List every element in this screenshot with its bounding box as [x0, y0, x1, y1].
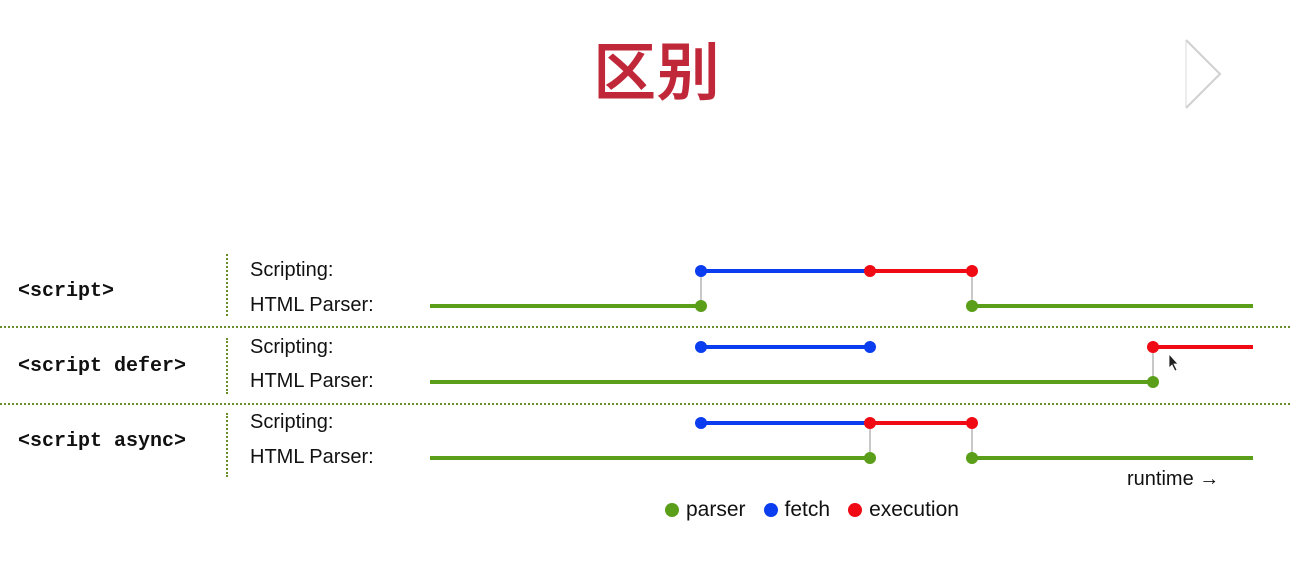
parser-dot [695, 300, 707, 312]
vertical-separator-2 [226, 338, 228, 394]
vertical-separator-1 [226, 254, 228, 316]
runtime-axis-label: runtime → [1127, 468, 1220, 490]
legend-item-parser: parser [665, 498, 746, 522]
fetch-legend-dot-icon [763, 503, 778, 517]
legend: parser fetch execution [665, 498, 977, 522]
vertical-separator-3 [226, 413, 228, 477]
scripting-label-defer: Scripting: [250, 336, 334, 358]
legend-label-parser: parser [686, 498, 746, 521]
legend-item-fetch: fetch [763, 498, 831, 522]
execution-dot [966, 417, 978, 429]
scripting-label-script: Scripting: [250, 259, 334, 281]
parser-dot [966, 452, 978, 464]
legend-item-execution: execution [848, 498, 959, 522]
parser-dot [864, 452, 876, 464]
parser-dot [966, 300, 978, 312]
timeline-row-script [430, 265, 1253, 312]
tag-script: <script> [18, 280, 115, 303]
tag-script-async: <script async> [18, 430, 187, 453]
row-divider-1 [0, 326, 1290, 328]
row-divider-2 [0, 403, 1290, 405]
fetch-dot [864, 341, 876, 353]
parser-legend-dot-icon [665, 503, 679, 517]
execution-dot [864, 417, 876, 429]
execution-dot [966, 265, 978, 277]
execution-dot [864, 265, 876, 277]
tag-script-defer: <script defer> [18, 355, 187, 378]
scripting-label-async: Scripting: [250, 411, 334, 433]
fetch-dot [695, 341, 707, 353]
legend-label-execution: execution [869, 498, 959, 521]
timeline-row-defer [430, 341, 1253, 388]
parser-label-defer: HTML Parser: [250, 370, 374, 392]
parser-dot [1147, 376, 1159, 388]
execution-legend-dot-icon [848, 503, 863, 517]
page-title: 区别 [593, 36, 722, 109]
legend-label-fetch: fetch [784, 498, 831, 521]
timeline-row-async [430, 417, 1253, 464]
fetch-dot [695, 417, 707, 429]
execution-dot [1147, 341, 1159, 353]
mouse-cursor-icon [1168, 352, 1179, 372]
parser-label-script: HTML Parser: [250, 294, 374, 316]
next-slide-arrow-icon[interactable] [1183, 38, 1223, 110]
parser-label-async: HTML Parser: [250, 446, 374, 468]
fetch-dot [695, 265, 707, 277]
